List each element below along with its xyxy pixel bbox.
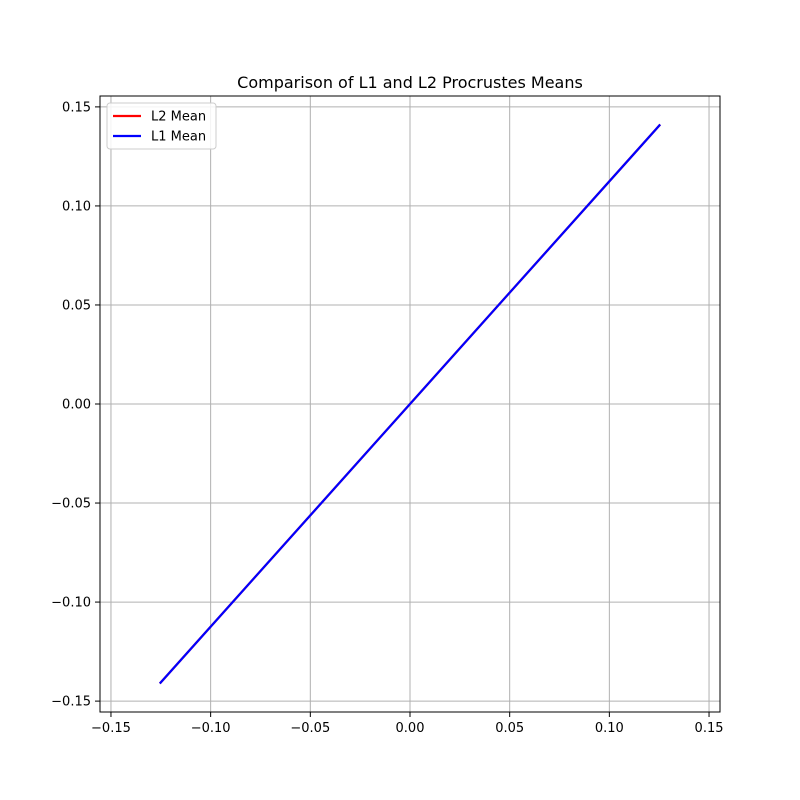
x-tick-label: −0.15: [91, 721, 131, 736]
y-tick-label: 0.15: [62, 100, 91, 115]
y-tick-label: −0.15: [51, 695, 91, 710]
axis-ticks: −0.15 −0.10 −0.05 0.00 0.05 0.10 0.15 −0.15 −0.1…: [51, 100, 723, 736]
y-tick-label: 0.05: [62, 298, 91, 313]
x-tick-label: −0.05: [290, 721, 330, 736]
chart-title: Comparison of L1 and L2 Procrustes Means: [237, 73, 583, 92]
legend-label-l2-mean: L2 Mean: [151, 110, 206, 125]
series-line-l1-mean: [158, 123, 662, 685]
y-tick-label: 0.00: [62, 398, 91, 413]
x-tick-label: 0.10: [595, 721, 624, 736]
legend: L2 Mean L1 Mean: [106, 102, 217, 150]
x-tick-label: 0.00: [396, 721, 425, 736]
y-tick-label: 0.10: [62, 199, 91, 214]
legend-box: [106, 102, 217, 150]
x-tick-label: −0.10: [191, 721, 231, 736]
x-tick-label: 0.05: [495, 721, 524, 736]
series-lines: [158, 123, 662, 685]
legend-label-l1-mean: L1 Mean: [151, 130, 206, 145]
y-tick-label: −0.10: [51, 596, 91, 611]
x-tick-label: 0.15: [695, 721, 724, 736]
y-tick-label: −0.05: [51, 497, 91, 512]
